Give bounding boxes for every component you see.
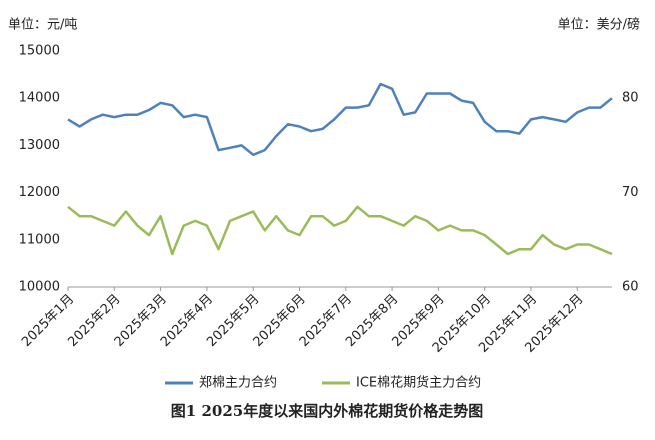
y-tick-label: 15000 [19, 44, 60, 59]
y2-axis-unit: 单位：美分/磅 [558, 17, 640, 33]
legend-label: ICE棉花期货主力合约 [356, 375, 481, 391]
series-line [67, 205, 613, 256]
y2-tick-label: 70 [622, 185, 639, 200]
y-tick-label: 11000 [19, 232, 60, 247]
y-tick-label: 14000 [19, 91, 60, 106]
chart-title: 图1 2025年度以来国内外棉花期货价格走势图 [171, 402, 483, 420]
y-axis-unit: 单位：元/吨 [8, 18, 77, 33]
series-line [67, 82, 613, 157]
y-tick-label: 10000 [19, 280, 60, 295]
y2-tick-label: 80 [622, 91, 639, 106]
legend-label: 郑棉主力合约 [199, 376, 277, 391]
y-tick-label: 12000 [19, 185, 60, 200]
y2-tick-label: 60 [622, 280, 639, 295]
y-tick-label: 13000 [19, 138, 60, 153]
